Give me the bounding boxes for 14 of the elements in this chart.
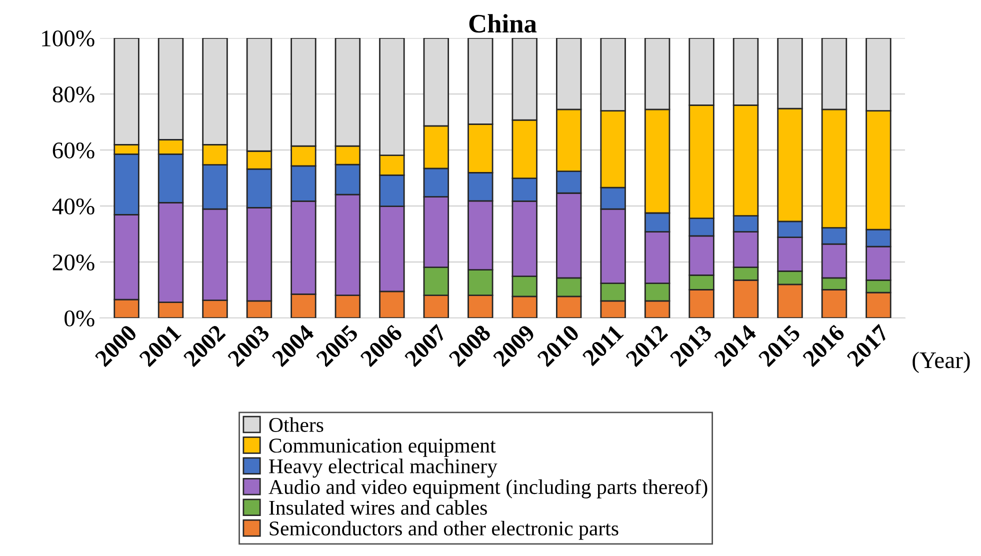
y-tick-label: 0%: [64, 310, 94, 326]
legend-label: Semiconductors and other electronic parts: [270, 520, 618, 540]
chart-title: China: [469, 14, 537, 33]
y-tick-label: 20%: [52, 254, 94, 270]
legend-label: Communication equipment: [269, 438, 496, 457]
legend-label: Heavy electrical machinery: [269, 458, 498, 478]
x-axis-title: (Year): [912, 352, 970, 374]
legend-label: Others: [269, 417, 324, 432]
y-tick-label: 100%: [42, 30, 94, 46]
y-tick-label: 80%: [52, 86, 94, 102]
y-tick-label: 60%: [52, 142, 94, 158]
legend-label: Audio and video equipment (including parts thereof): [268, 479, 708, 498]
y-tick-label: 40%: [52, 198, 94, 214]
legend-label: Insulated wires and cables: [269, 500, 487, 515]
